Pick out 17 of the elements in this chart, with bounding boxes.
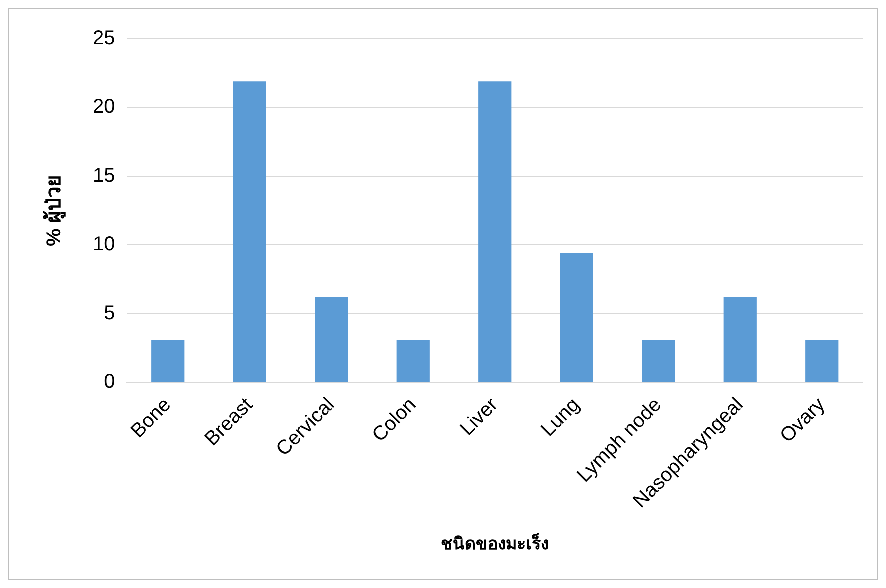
y-tick-label: 15 (92, 164, 116, 187)
y-tick-label: 5 (104, 302, 116, 324)
x-axis-title: ชนิดของมะเร็ง (441, 531, 550, 554)
bar (642, 340, 676, 382)
bar (233, 82, 266, 382)
y-tick-label: 10 (92, 234, 116, 256)
y-tick-label: 20 (92, 96, 116, 118)
bar (724, 297, 757, 382)
bar (152, 340, 185, 382)
bar (315, 297, 348, 382)
bar (560, 253, 594, 382)
y-tick-label: 0 (104, 371, 116, 394)
bar (478, 82, 512, 382)
bar (396, 340, 430, 382)
y-axis-title: % ผู้ป่วย (42, 175, 68, 246)
bar (806, 340, 839, 382)
y-tick-label: 25 (92, 28, 116, 50)
